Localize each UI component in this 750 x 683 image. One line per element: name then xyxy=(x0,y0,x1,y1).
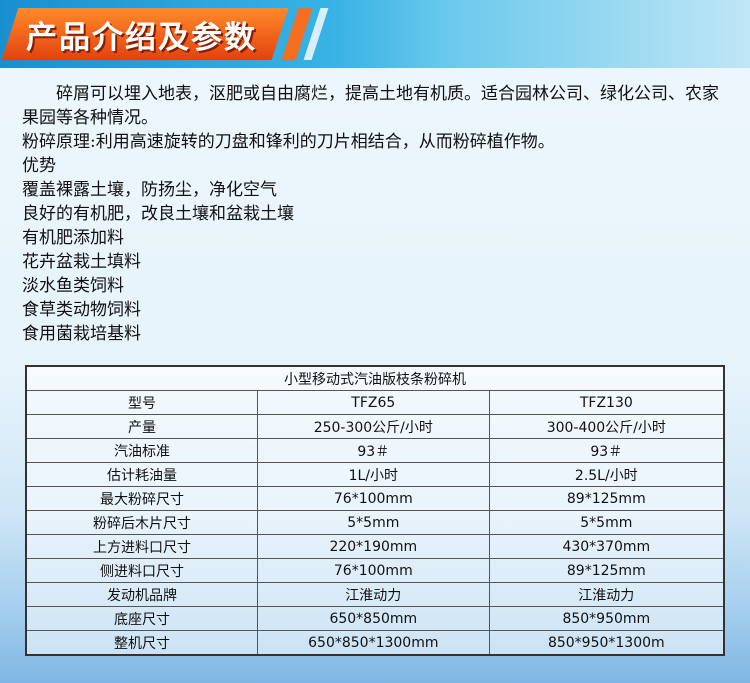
row: 最大粉碎尺寸 76*100mm 89*125mm xyxy=(25,486,725,511)
row: 底座尺寸 650*850mm 850*950mm xyxy=(25,606,725,631)
cell: 430*370mm xyxy=(488,534,725,559)
header-cell: 型号 xyxy=(25,390,258,415)
header-cell: TFZ130 xyxy=(488,390,725,415)
cell: 整机尺寸 xyxy=(25,630,258,656)
cell: 850*950*1300m xyxy=(488,630,725,656)
cell: 300-400公斤/小时 xyxy=(488,414,725,439)
cell: 76*100mm xyxy=(257,558,490,583)
paragraph: 良好的有机肥，改良土壤和盆栽土壤 xyxy=(22,204,294,224)
cell: 89*125mm xyxy=(488,486,725,511)
cell: 89*125mm xyxy=(488,558,725,583)
header-cell: TFZ65 xyxy=(257,390,490,415)
banner: 产品介绍及参数 xyxy=(0,0,750,68)
cell: 850*950mm xyxy=(488,606,725,631)
cell: 93＃ xyxy=(257,438,490,463)
title-row: 小型移动式汽油版枝条粉碎机 xyxy=(25,365,725,391)
cell: 220*190mm xyxy=(257,534,490,559)
cell: 5*5mm xyxy=(488,510,725,535)
cell: 1L/小时 xyxy=(257,462,490,487)
paragraph: 花卉盆栽土填料 xyxy=(22,252,141,272)
cell: 汽油标准 xyxy=(25,438,258,463)
section-title: 产品介绍及参数 xyxy=(26,20,257,56)
row: 产量 250-300公斤/小时 300-400公斤/小时 xyxy=(25,414,725,439)
cell: 5*5mm xyxy=(257,510,490,535)
intro: 碎屑可以埋入地表，沤肥或自由腐烂，提高土地有机质。适合园林公司、绿化公司、农家果… xyxy=(22,82,732,346)
cell: 93＃ xyxy=(488,438,725,463)
cell: 发动机品牌 xyxy=(25,582,258,607)
cell: 侧进料口尺寸 xyxy=(25,558,258,583)
cell: 2.5L/小时 xyxy=(488,462,725,487)
paragraph: 覆盖裸露土壤，防扬尘，净化空气 xyxy=(22,180,277,200)
paragraph: 碎屑可以埋入地表，沤肥或自由腐烂，提高土地有机质。适合园林公司、绿化公司、农家果… xyxy=(22,84,719,128)
paragraph: 淡水鱼类饲料 xyxy=(22,276,124,296)
cell: 产量 xyxy=(25,414,258,439)
spec-table: 小型移动式汽油版枝条粉碎机 型号 TFZ65 TFZ130 产量 250-300公斤/小时… xyxy=(25,365,725,656)
row: 发动机品牌 江淮动力 江淮动力 xyxy=(25,582,725,607)
cell: 250-300公斤/小时 xyxy=(257,414,490,439)
cell: 底座尺寸 xyxy=(25,606,258,631)
cell: 650*850*1300mm xyxy=(257,630,490,656)
paragraph: 粉碎原理:利用高速旋转的刀盘和锋利的刀片相结合，从而粉碎植作物。 xyxy=(22,132,555,152)
row: 上方进料口尺寸 220*190mm 430*370mm xyxy=(25,534,725,559)
cell: 650*850mm xyxy=(257,606,490,631)
table-title: 小型移动式汽油版枝条粉碎机 xyxy=(25,365,725,391)
paragraph: 食用菌栽培基料 xyxy=(22,324,141,344)
cell: 估计耗油量 xyxy=(25,462,258,487)
cell: 上方进料口尺寸 xyxy=(25,534,258,559)
row: 粉碎后木片尺寸 5*5mm 5*5mm xyxy=(25,510,725,535)
cell: 江淮动力 xyxy=(257,582,490,607)
row: 侧进料口尺寸 76*100mm 89*125mm xyxy=(25,558,725,583)
cell: 76*100mm xyxy=(257,486,490,511)
cell: 江淮动力 xyxy=(488,582,725,607)
row: 汽油标准 93＃ 93＃ xyxy=(25,438,725,463)
cell: 最大粉碎尺寸 xyxy=(25,486,258,511)
paragraph: 优势 xyxy=(22,156,56,176)
cell: 粉碎后木片尺寸 xyxy=(25,510,258,535)
header-row: 型号 TFZ65 TFZ130 xyxy=(25,390,725,415)
row: 整机尺寸 650*850*1300mm 850*950*1300m xyxy=(25,630,725,656)
paragraph: 食草类动物饲料 xyxy=(22,300,141,320)
paragraph: 有机肥添加料 xyxy=(22,228,124,248)
row: 估计耗油量 1L/小时 2.5L/小时 xyxy=(25,462,725,487)
